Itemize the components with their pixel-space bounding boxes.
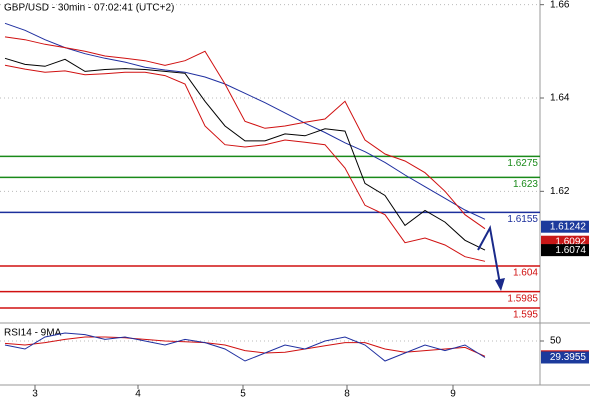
y-tick-label: 1.66	[550, 0, 570, 10]
price-tag	[541, 220, 589, 233]
series-line	[4, 332, 486, 362]
y-tick-label: 1.64	[550, 93, 570, 104]
series-line	[4, 57, 486, 251]
forecast-arrow	[477, 225, 501, 285]
panel-title: RSI14 - 9MA	[4, 328, 62, 339]
price-tag-label: 1.6074	[555, 245, 586, 256]
series-line	[4, 22, 486, 220]
x-tick-label: 3	[32, 389, 38, 400]
price-tag-label: 1.61242	[550, 221, 587, 232]
series-line	[4, 64, 486, 262]
level-label: 1.6155	[507, 214, 538, 225]
y-tick-label: 50	[550, 336, 562, 347]
level-label: 1.5985	[507, 293, 538, 304]
level-label: 1.604	[513, 268, 538, 279]
forecast-arrowhead	[495, 278, 505, 291]
series-line	[4, 336, 486, 357]
price-tag	[541, 351, 589, 364]
x-tick-label: 9	[450, 389, 456, 400]
y-tick-label: 1.62	[550, 186, 570, 197]
level-label: 1.595	[513, 310, 538, 321]
x-tick-label: 8	[344, 389, 350, 400]
price-tag	[541, 244, 589, 257]
price-tag-label: 1.6092	[555, 236, 586, 247]
x-tick-label: 4	[135, 389, 141, 400]
level-label: 1.6275	[507, 158, 538, 169]
x-tick-label: 5	[240, 389, 246, 400]
series-line	[4, 36, 486, 230]
price-tag-label: 29.3955	[550, 352, 587, 363]
panel-title: GBP/USD - 30min - 07:02:41 (UTC+2)	[4, 3, 174, 14]
level-label: 1.623	[513, 179, 538, 190]
